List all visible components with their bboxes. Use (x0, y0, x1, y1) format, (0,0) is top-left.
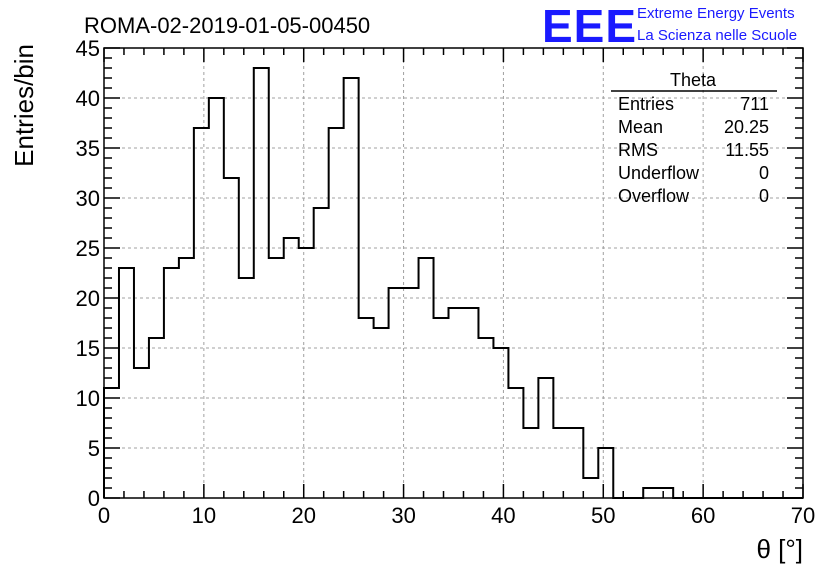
histogram-bin (149, 338, 164, 498)
eee-logo: EEE (542, 0, 637, 52)
y-tick-label: 0 (88, 486, 100, 511)
histogram-bin (119, 268, 134, 498)
stats-box: Theta Entries 711 Mean 20.25 RMS 11.55 Underfl… (611, 70, 777, 206)
histogram-bin (598, 448, 613, 498)
stats-value: 11.55 (725, 140, 769, 160)
stats-value: 20.25 (724, 117, 769, 137)
histogram-bin (299, 248, 314, 498)
stats-label: Entries (618, 94, 674, 114)
histogram-bin (508, 388, 523, 498)
stats-label: Mean (618, 117, 663, 137)
histogram-bin (104, 388, 119, 498)
x-tick-label: 30 (391, 503, 415, 528)
histogram-bin (553, 428, 568, 498)
histogram-bin (449, 308, 464, 498)
x-tick-label: 50 (591, 503, 615, 528)
stats-label: RMS (618, 140, 658, 160)
y-tick-label: 20 (76, 286, 100, 311)
x-tick-label: 10 (192, 503, 216, 528)
x-tick-label: 20 (291, 503, 315, 528)
y-tick-label: 30 (76, 186, 100, 211)
y-tick-label: 15 (76, 336, 100, 361)
histogram-bin (478, 338, 493, 498)
y-tick-label: 25 (76, 236, 100, 261)
histogram-bin (568, 428, 583, 498)
histogram-bin (254, 68, 269, 498)
histogram-bin (329, 128, 344, 498)
histogram-bin (419, 258, 434, 498)
histogram-bin (493, 348, 508, 498)
histogram-bin (134, 368, 149, 498)
histogram-bin (658, 488, 673, 498)
run-title: ROMA-02-2019-01-05-00450 (84, 13, 370, 38)
histogram-bin (538, 378, 553, 498)
y-tick-label: 45 (76, 36, 100, 61)
histogram-bin (344, 78, 359, 498)
histogram-bin (389, 288, 404, 498)
histogram-bin (209, 98, 224, 498)
histogram-bin (269, 258, 284, 498)
y-tick-label: 10 (76, 386, 100, 411)
x-tick-label: 60 (691, 503, 715, 528)
grid (104, 48, 803, 498)
histogram-bin (179, 258, 194, 498)
histogram-bin (463, 308, 478, 498)
stats-label: Overflow (618, 186, 690, 206)
stats-title: Theta (670, 70, 717, 90)
histogram-bin (643, 488, 658, 498)
y-tick-labels: 0 5 10 15 20 25 30 35 40 45 (76, 36, 100, 511)
stats-rows: Entries 711 Mean 20.25 RMS 11.55 Underflow 0 Ove… (618, 94, 769, 206)
x-axis-label: θ [°] (756, 534, 803, 564)
histogram-bin (194, 128, 209, 498)
x-tick-labels: 0 10 20 30 40 50 60 70 (98, 503, 815, 528)
histogram-bin (583, 478, 598, 498)
histogram-bins (104, 68, 673, 498)
logo-subtitle-1: Extreme Energy Events (637, 5, 795, 22)
histogram-bin (374, 328, 389, 498)
histogram-bin (523, 428, 538, 498)
y-tick-label: 40 (76, 86, 100, 111)
histogram-bin (284, 238, 299, 498)
stats-value: 0 (759, 163, 769, 183)
y-axis-label: Entries/bin (9, 44, 39, 167)
x-tick-label: 40 (491, 503, 515, 528)
histogram-bin (434, 318, 449, 498)
y-tick-label: 5 (88, 436, 100, 461)
plot-frame (103, 47, 804, 499)
x-tick-label: 0 (98, 503, 110, 528)
histogram-bin (359, 318, 374, 498)
stats-value: 0 (759, 186, 769, 206)
x-tick-label: 70 (791, 503, 815, 528)
stats-value: 711 (740, 94, 769, 114)
histogram-bin (239, 278, 254, 498)
logo-subtitle-2: La Scienza nelle Scuole (637, 27, 797, 44)
histogram-bin (314, 208, 329, 498)
histogram-bin (404, 288, 419, 498)
histogram-bin (224, 178, 239, 498)
histogram-bin (164, 268, 179, 498)
axis-ticks (103, 47, 804, 499)
y-tick-label: 35 (76, 136, 100, 161)
stats-label: Underflow (618, 163, 700, 183)
